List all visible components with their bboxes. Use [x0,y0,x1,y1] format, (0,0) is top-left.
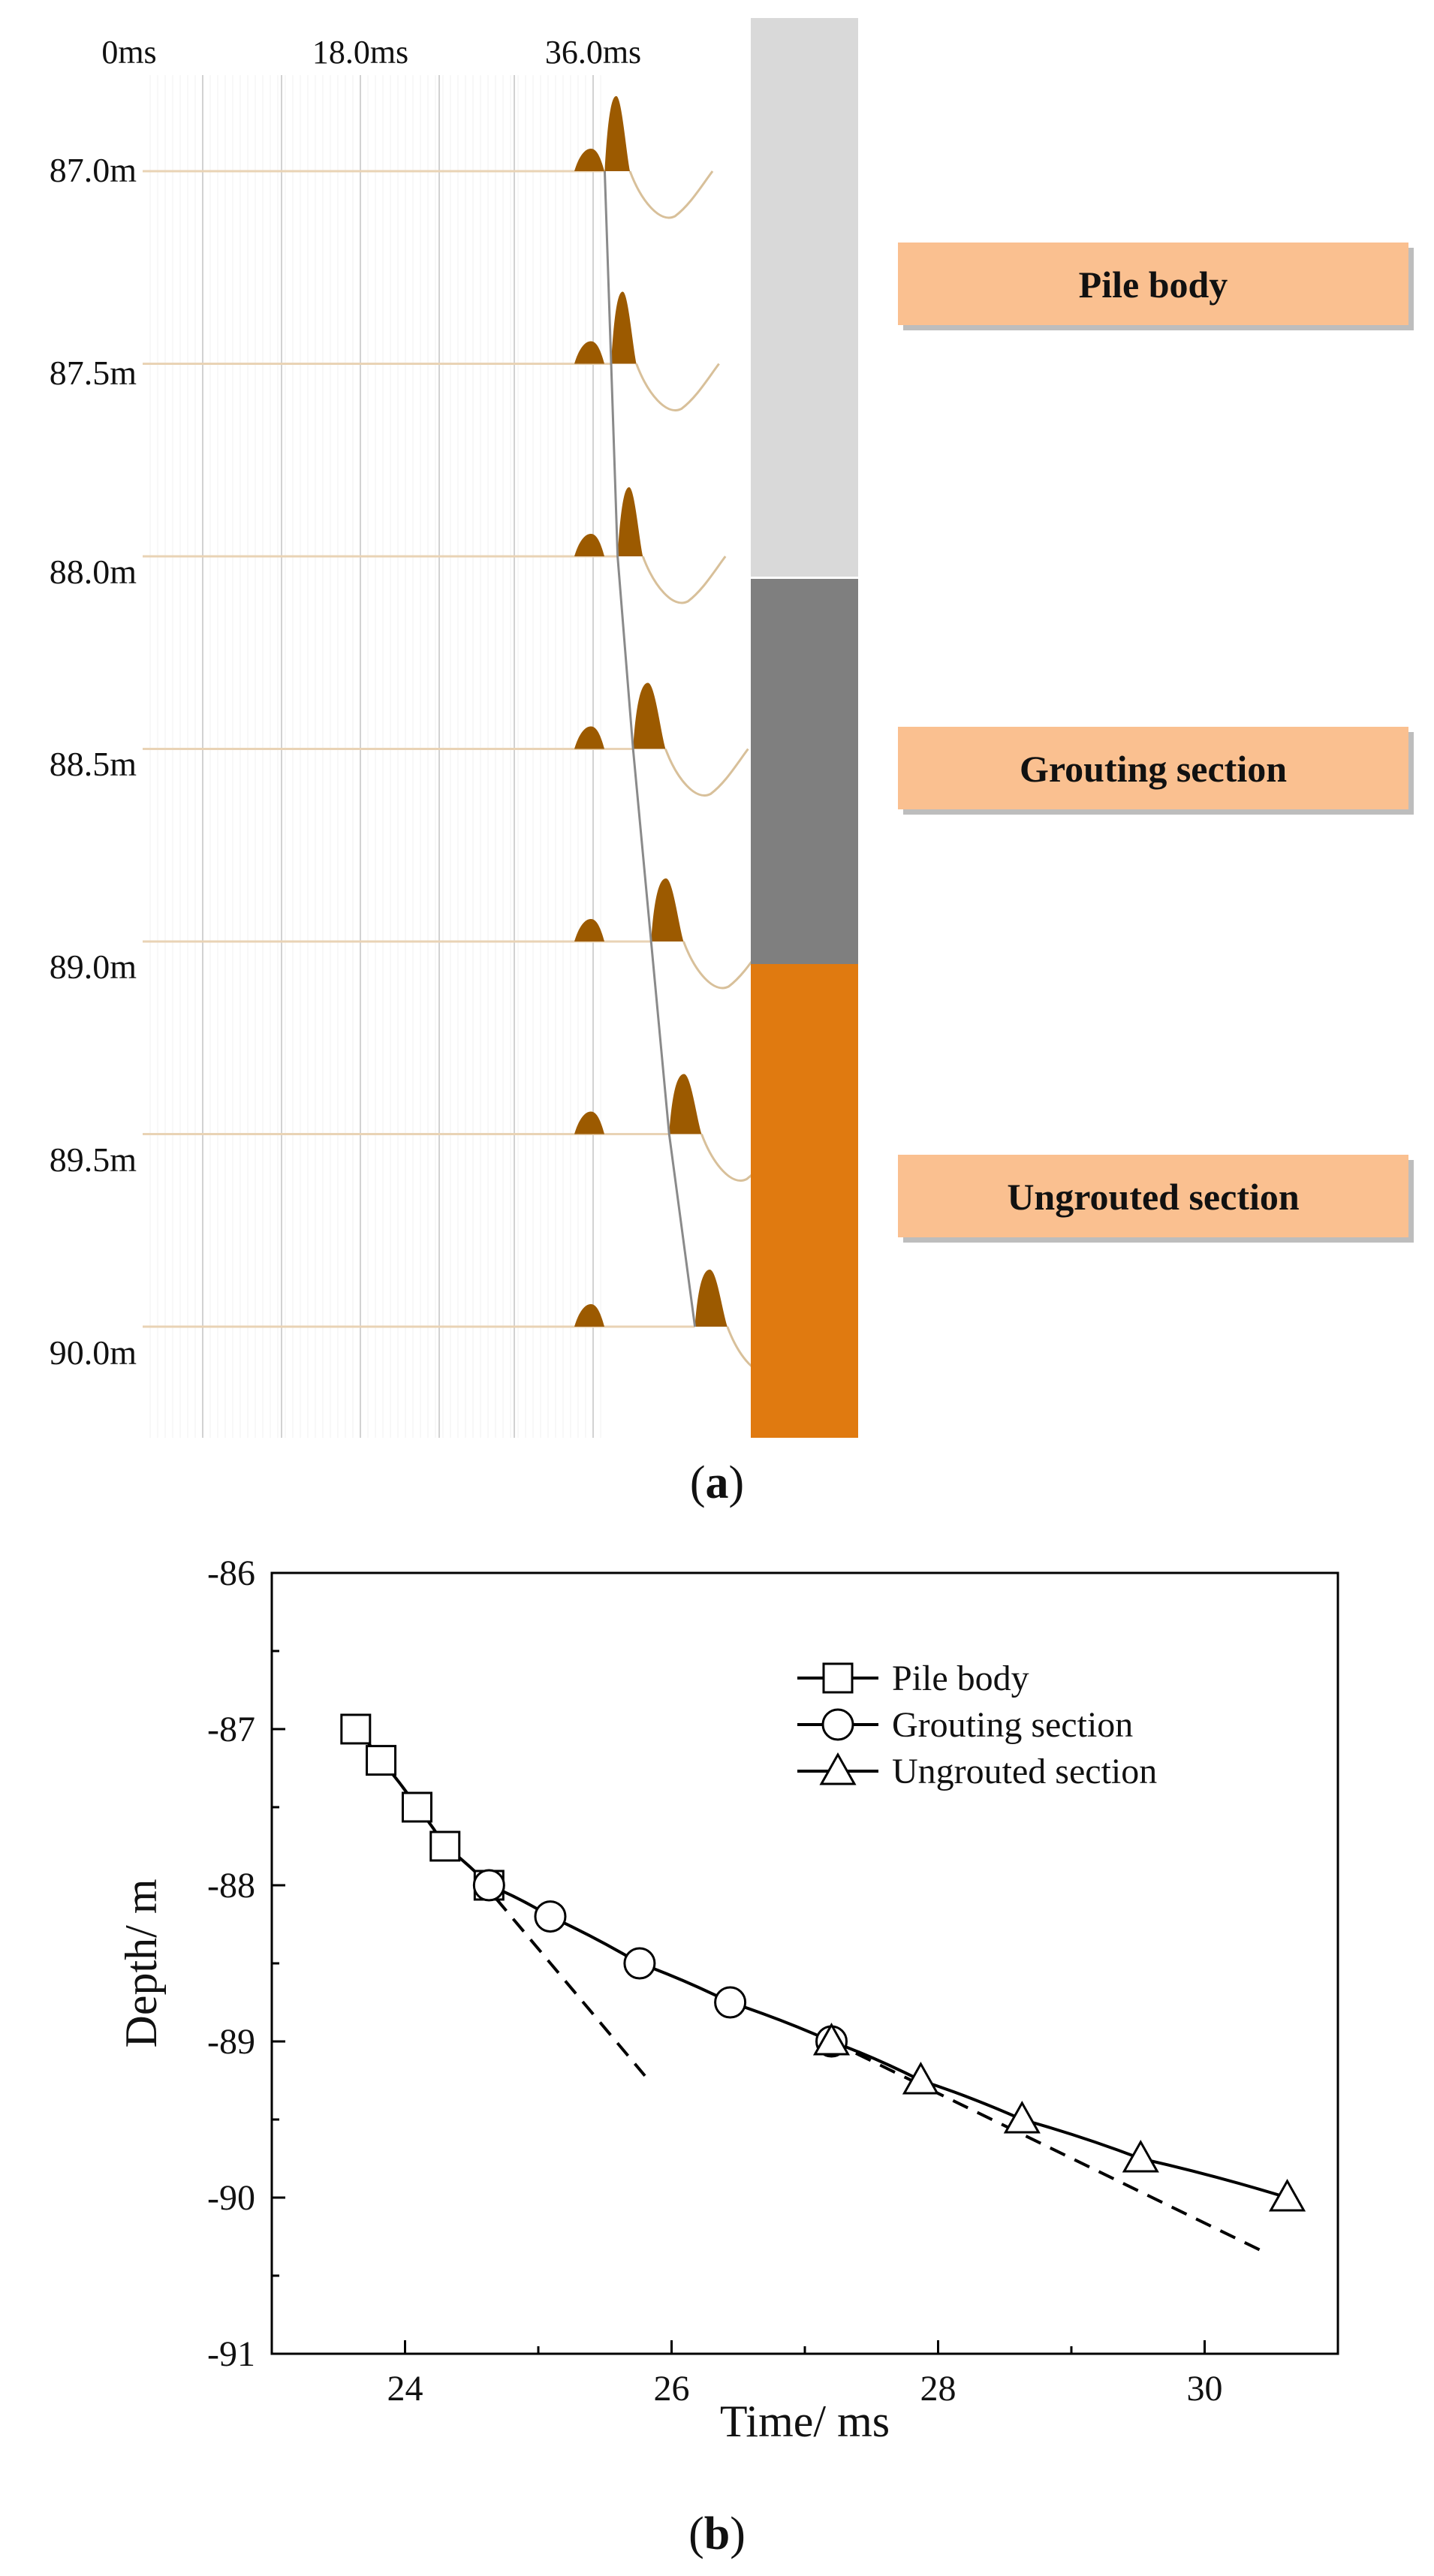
panel-a-waveforms [574,96,812,1375]
first-arrival-curve [603,170,697,1327]
waveform-lobe [617,487,643,556]
waveform-lobe [694,1270,728,1327]
y-tick-label: -86 [207,1553,255,1593]
depth-label-87-0: 87.0m [50,151,137,189]
depth-label-90-0: 90.0m [50,1333,137,1372]
panel-b-axes: 24 26 28 30 -86 -87 -88 -89 -90 -91 [207,1553,1339,2409]
data-point-triangle [902,2061,939,2095]
y-axis-label: Depth/ m [116,1879,166,2048]
depth-label-89-0: 89.0m [50,948,137,986]
series-lines [354,1728,1288,2199]
legend-label: Ungrouted section [892,1752,1157,1791]
waveform-lobe [611,291,637,364]
depth-label-88-0: 88.0m [50,553,137,591]
section-bar-grouting [751,579,858,964]
waveform-trough [635,363,720,411]
data-point-square [429,1830,461,1862]
panel-a-waveform-chart: 0ms 18.0ms 36.0ms 87.0m 87.5m 88.0m 88.5… [50,18,1414,1508]
legend: Pile body Grouting section Ungrouted secti… [797,1659,1157,1791]
section-bar-pile-body [751,18,858,577]
y-tick-label: -91 [207,2334,255,2374]
data-point-circle [714,1986,747,2019]
x-tick-label: 28 [920,2369,957,2409]
waveform-secondary-lobe [574,1304,604,1327]
depth-label-87-5: 87.5m [50,354,137,392]
label-box-ungrouted [898,1155,1408,1237]
series-line-triangle [830,2040,1288,2199]
data-point-triangle [1122,2139,1159,2173]
waveform-lobe [604,96,631,171]
legend-marker-circle [821,1708,854,1741]
legend-label: Pile body [892,1659,1029,1698]
waveform-trough [641,556,727,604]
label-box-pile-body [898,243,1408,325]
data-point-square [340,1713,372,1745]
legend-marker-triangle [819,1752,857,1785]
data-point-triangle [1268,2178,1306,2212]
waveform-lobe [669,1074,702,1134]
data-point-circle [472,1869,505,1902]
data-point-square [401,1791,432,1823]
dashed-trend-line [477,1876,646,2077]
waveform-secondary-lobe [574,1111,604,1134]
dashed-trend-lines [477,1876,1266,2254]
panel-b-line-chart: 24 26 28 30 -86 -87 -88 -89 -90 -91 Pile body Grou… [116,1553,1339,2559]
data-point-triangle [812,2022,851,2056]
label-pile-body: Pile body [1079,264,1228,306]
time-tick-2: 36.0ms [545,34,641,71]
x-tick-label: 24 [387,2369,423,2409]
data-point-square [366,1745,397,1776]
label-box-grouting [898,727,1408,809]
waveform-secondary-lobe [574,341,604,364]
depth-label-88-5: 88.5m [50,745,137,783]
label-ungrouted-section: Ungrouted section [1007,1176,1300,1218]
depth-label-89-5: 89.5m [50,1140,137,1179]
panel-a-vertical-gridlines [149,75,601,1438]
y-tick-label: -90 [207,2178,255,2218]
waveform-trough [664,748,749,797]
waveform-secondary-lobe [574,534,604,556]
y-tick-label: -88 [207,1866,255,1906]
caption-b: (b) [688,2508,746,2559]
label-grouting-section: Grouting section [1020,748,1287,790]
data-point-circle [623,1947,656,1980]
y-tick-label: -87 [207,1710,255,1749]
caption-a: (a) [690,1457,744,1508]
waveform-lobe [633,682,666,749]
waveform-lobe [651,878,684,942]
x-tick-label: 26 [654,2369,690,2409]
dashed-trend-line [830,2040,1266,2254]
waveform-trough [628,170,714,219]
time-tick-0: 0ms [101,34,156,71]
series-markers [340,1713,1306,2212]
plot-frame [270,1571,1339,2355]
data-point-triangle [1003,2100,1041,2134]
time-tick-1: 18.0ms [312,34,408,71]
section-bar-ungrouted [751,964,858,1438]
y-tick-label: -89 [207,2022,255,2062]
x-tick-label: 30 [1187,2369,1223,2409]
waveform-secondary-lobe [574,726,604,749]
waveform-secondary-lobe [574,149,604,171]
legend-label: Grouting section [892,1705,1133,1745]
legend-marker-square [822,1662,854,1694]
waveform-secondary-lobe [574,919,604,942]
x-axis-label: Time/ ms [720,2397,890,2446]
data-point-circle [534,1900,567,1933]
